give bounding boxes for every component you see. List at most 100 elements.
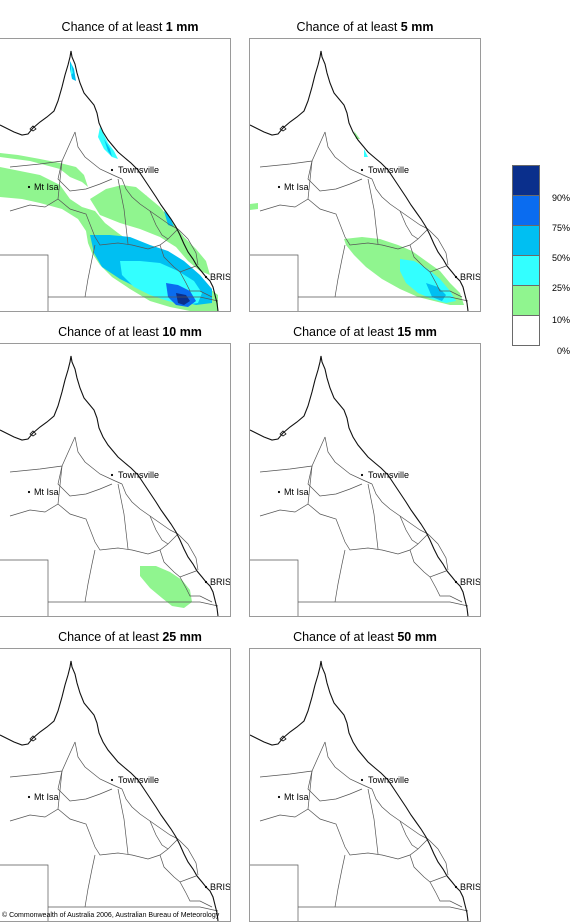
precip-area (71, 63, 73, 75)
district-border (57, 808, 179, 860)
district-border (159, 549, 197, 578)
district-border (0, 254, 49, 311)
district-border (307, 808, 429, 860)
district-border (57, 160, 113, 192)
district-border (427, 838, 449, 876)
town-marker (277, 795, 281, 799)
district-border (9, 160, 63, 212)
district-border (307, 770, 363, 802)
map-25mm: Townsville Mt Isa BRIS (0, 648, 231, 922)
legend-label-90: 90% (551, 193, 570, 203)
district-border (149, 515, 169, 545)
district-border (121, 483, 179, 535)
map-10mm: Townsville Mt Isa BRIS (0, 343, 231, 617)
map-1mm: Townsville Mt Isa BRIS (0, 38, 231, 312)
district-border (177, 228, 199, 266)
district-border (117, 788, 129, 855)
town-label-mt-isa: Mt Isa (34, 487, 59, 497)
town-label-brisbane: BRIS (460, 272, 480, 282)
district-border (371, 178, 429, 230)
district-border (84, 244, 96, 298)
legend-swatch-75-90 (512, 195, 540, 226)
town-marker (360, 778, 364, 782)
district-border (48, 906, 219, 912)
district-border (0, 559, 49, 616)
district-border (179, 576, 213, 603)
island-outline (279, 125, 287, 132)
town-label-townsville: Townsville (368, 775, 409, 785)
district-border (409, 854, 447, 883)
district-border (149, 210, 169, 240)
district-border (367, 483, 379, 550)
town-marker (27, 795, 31, 799)
district-border (307, 503, 429, 555)
coastline (250, 355, 469, 616)
island-outline (29, 430, 37, 437)
town-marker (110, 778, 114, 782)
island-outline (29, 735, 37, 742)
district-border (307, 465, 363, 497)
coastline (250, 660, 469, 921)
district-border (367, 788, 379, 855)
island-outline (279, 430, 287, 437)
town-label-brisbane: BRIS (460, 882, 480, 892)
town-label-townsville: Townsville (118, 775, 159, 785)
map-5mm-svg: Townsville Mt Isa BRIS (250, 50, 480, 311)
district-border (117, 178, 129, 245)
district-border (399, 210, 419, 240)
precip-area (140, 566, 192, 608)
district-border (307, 198, 429, 250)
precip-area (164, 211, 174, 227)
map-50mm: Townsville Mt Isa BRIS (249, 648, 481, 922)
town-marker (204, 275, 208, 279)
district-border (334, 244, 346, 298)
district-border (48, 296, 219, 302)
coastline (0, 355, 219, 616)
district-border (159, 854, 197, 883)
town-label-mt-isa: Mt Isa (284, 182, 309, 192)
town-marker (110, 168, 114, 172)
town-label-townsville: Townsville (368, 165, 409, 175)
district-border (259, 160, 313, 212)
precip-area (90, 185, 210, 275)
district-border (259, 465, 313, 517)
precip-area (250, 203, 258, 210)
town-label-mt-isa: Mt Isa (34, 182, 59, 192)
district-border (429, 881, 463, 908)
legend-label-75: 75% (551, 223, 570, 233)
map-50mm-svg: Townsville Mt Isa BRIS (250, 660, 480, 921)
town-label-mt-isa: Mt Isa (284, 792, 309, 802)
district-border (57, 770, 113, 802)
legend-label-10: 10% (551, 315, 570, 325)
district-border (250, 864, 299, 921)
panel-title-50mm: Chance of at least 50 mm (293, 630, 437, 644)
town-marker (454, 885, 458, 889)
town-marker (277, 490, 281, 494)
district-border (117, 483, 129, 550)
district-border (409, 549, 447, 578)
district-border (57, 198, 179, 250)
town-marker (27, 185, 31, 189)
district-border (84, 549, 96, 603)
town-marker (110, 473, 114, 477)
town-marker (360, 168, 364, 172)
district-border (48, 601, 219, 607)
district-border (74, 131, 123, 180)
district-border (371, 483, 429, 535)
district-border (399, 515, 419, 545)
island-outline (279, 735, 287, 742)
copyright-notice: © Commonwealth of Australia 2006, Austra… (2, 912, 220, 919)
town-marker (204, 885, 208, 889)
district-border (177, 838, 199, 876)
district-border (9, 741, 76, 778)
district-border (427, 228, 449, 266)
town-marker (204, 580, 208, 584)
district-border (250, 559, 299, 616)
district-border (324, 436, 373, 485)
district-border (259, 131, 326, 168)
town-marker (454, 275, 458, 279)
district-border (371, 788, 429, 840)
district-border (177, 533, 199, 571)
town-marker (27, 490, 31, 494)
district-border (9, 436, 76, 473)
